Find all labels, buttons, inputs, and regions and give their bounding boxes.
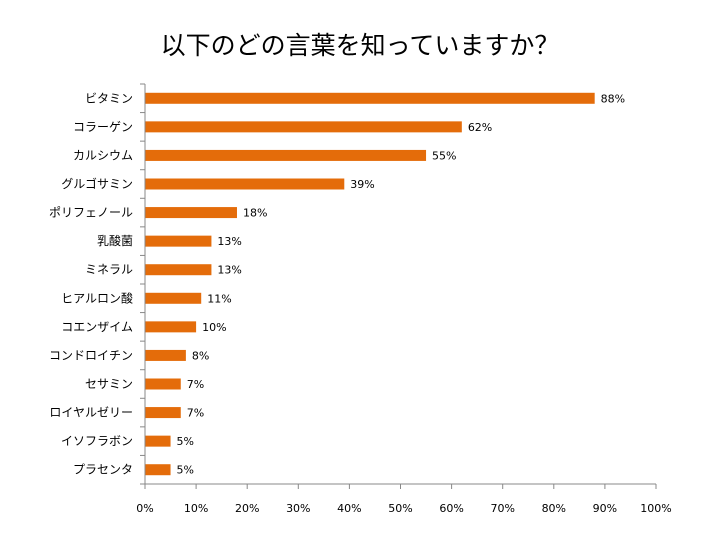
bar bbox=[145, 292, 202, 304]
bar bbox=[145, 92, 595, 104]
data-label: 13% bbox=[217, 264, 241, 277]
category-label: 乳酸菌 bbox=[97, 233, 133, 248]
x-tick-label: 50% bbox=[388, 502, 412, 515]
bar bbox=[145, 407, 181, 419]
data-label: 10% bbox=[202, 321, 226, 334]
labels-layer: ビタミン 88% コラーゲン 62% カルシウム 55% グルゴサミン 39% ポリフェノール 1… bbox=[49, 91, 672, 515]
data-label: 8% bbox=[192, 349, 209, 362]
category-label: ポリフェノール bbox=[49, 206, 133, 220]
x-tick-label: 100% bbox=[640, 502, 671, 515]
x-tick-label: 70% bbox=[490, 502, 514, 515]
category-label: コエンザイム bbox=[61, 320, 133, 334]
data-label: 7% bbox=[187, 378, 204, 391]
data-label: 18% bbox=[243, 207, 267, 220]
category-label: ビタミン bbox=[85, 91, 133, 105]
category-label: ロイヤルゼリー bbox=[49, 406, 133, 420]
data-label: 88% bbox=[601, 92, 625, 105]
data-label: 5% bbox=[177, 435, 194, 448]
bar bbox=[145, 207, 237, 219]
axis-layer bbox=[140, 83, 657, 489]
category-label: コンドロイチン bbox=[49, 348, 133, 362]
bar bbox=[145, 349, 186, 361]
x-tick-label: 20% bbox=[235, 502, 259, 515]
x-tick-label: 90% bbox=[593, 502, 617, 515]
bar bbox=[145, 464, 171, 476]
x-tick-label: 60% bbox=[439, 502, 463, 515]
x-tick-label: 10% bbox=[184, 502, 208, 515]
category-label: カルシウム bbox=[73, 148, 133, 162]
bar bbox=[145, 178, 345, 190]
x-tick-label: 30% bbox=[286, 502, 310, 515]
x-tick-label: 40% bbox=[337, 502, 361, 515]
category-label: イソフラボン bbox=[61, 434, 133, 448]
x-tick-label: 80% bbox=[542, 502, 566, 515]
category-label: グルゴサミン bbox=[61, 176, 133, 191]
data-label: 62% bbox=[468, 121, 492, 134]
data-label: 39% bbox=[350, 178, 374, 191]
category-label: コラーゲン bbox=[73, 120, 133, 134]
data-label: 5% bbox=[177, 464, 194, 477]
x-tick-label: 0% bbox=[136, 502, 153, 515]
category-label: セサミン bbox=[85, 377, 133, 391]
data-label: 55% bbox=[432, 149, 456, 162]
category-label: ヒアルロン酸 bbox=[61, 290, 133, 305]
data-label: 13% bbox=[217, 235, 241, 248]
bar bbox=[145, 435, 171, 447]
data-label: 7% bbox=[187, 407, 204, 420]
bar bbox=[145, 321, 197, 333]
data-label: 11% bbox=[207, 292, 231, 305]
category-label: プラセンタ bbox=[73, 463, 133, 477]
bar bbox=[145, 235, 212, 247]
bars-layer bbox=[145, 92, 595, 476]
bar bbox=[145, 378, 181, 390]
chart-title: 以下のどの言葉を知っていますか？ bbox=[160, 31, 560, 60]
bar bbox=[145, 121, 462, 133]
bar bbox=[145, 149, 427, 161]
bar bbox=[145, 264, 212, 276]
category-label: ミネラル bbox=[85, 263, 133, 277]
